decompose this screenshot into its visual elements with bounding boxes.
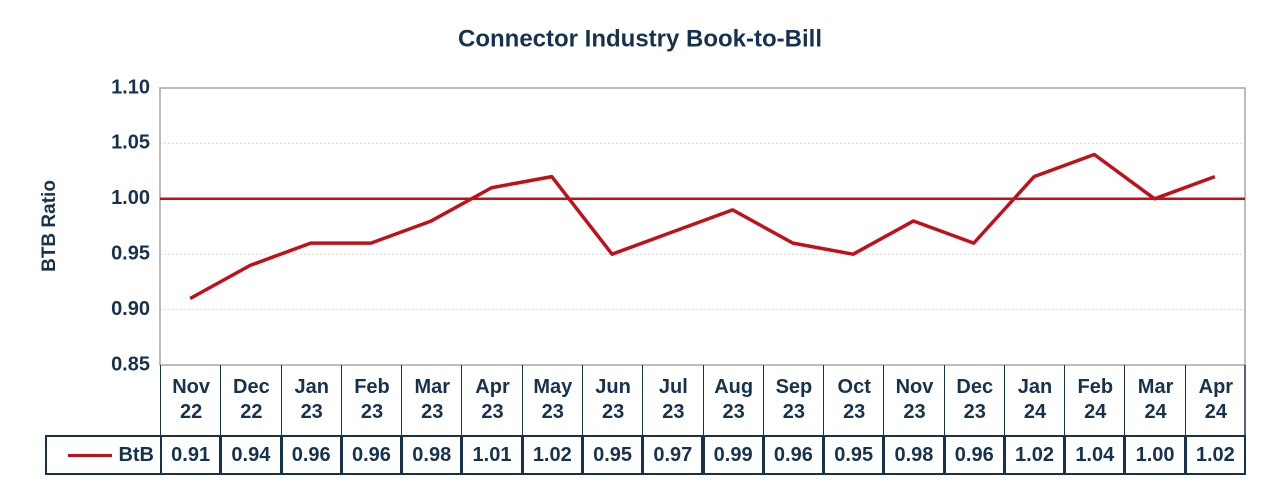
data-table-value: 1.04 <box>1064 435 1126 475</box>
data-table-value: 0.95 <box>823 435 885 475</box>
data-table-value: 0.96 <box>340 435 403 475</box>
data-line <box>189 152 1216 301</box>
data-table-value: 1.02 <box>1003 435 1066 475</box>
x-tick-label: Mar 23 <box>401 365 462 435</box>
x-tick-label: Oct 23 <box>823 365 884 435</box>
y-tick-label: 0.95 <box>111 242 150 264</box>
data-table-value: 1.01 <box>461 435 523 475</box>
legend-entry: BtB <box>45 435 160 475</box>
y-tick-label: 1.05 <box>111 132 150 154</box>
y-tick-label: 1.00 <box>111 187 150 209</box>
data-table-value: 0.96 <box>943 435 1005 475</box>
data-table-value: 0.98 <box>883 435 945 475</box>
data-table-value: 0.94 <box>220 435 282 475</box>
data-table-value: 0.96 <box>280 435 342 475</box>
data-table-value: 0.98 <box>401 435 463 475</box>
y-tick-label: 0.85 <box>111 353 150 375</box>
data-table-value: 1.02 <box>1184 435 1246 475</box>
x-tick-label: Apr 23 <box>461 365 522 435</box>
x-tick-label: Feb 23 <box>340 365 402 435</box>
x-tick-label: Jul 23 <box>642 365 703 435</box>
x-tick-label: Dec 23 <box>943 365 1005 435</box>
legend-label: BtB <box>118 443 154 466</box>
data-table-value: 0.96 <box>762 435 825 475</box>
data-table-value: 1.00 <box>1124 435 1186 475</box>
data-table-value: 0.97 <box>642 435 704 475</box>
x-tick-label: Mar 24 <box>1124 365 1185 435</box>
x-tick-label: Jan 23 <box>280 365 342 435</box>
x-tick-label: Nov 23 <box>883 365 944 435</box>
y-axis-label: BTB Ratio <box>39 180 60 272</box>
x-tick-label: Dec 22 <box>220 365 281 435</box>
x-tick-label: Jan 24 <box>1003 365 1065 435</box>
x-tick-label: May 23 <box>521 365 583 435</box>
x-tick-label: Nov 22 <box>160 365 221 435</box>
chart-title: Connector Industry Book-to-Bill <box>458 25 822 52</box>
x-tick-label: Apr 24 <box>1184 365 1246 435</box>
data-table-value: 0.95 <box>581 435 644 475</box>
legend-swatch <box>68 453 113 457</box>
data-table-value: 1.02 <box>521 435 583 475</box>
x-tick-label: Feb 24 <box>1064 365 1125 435</box>
x-tick-label: Jun 23 <box>581 365 643 435</box>
x-tick-label: Aug 23 <box>702 365 764 435</box>
plot-border <box>159 87 1246 366</box>
x-tick-label: Sep 23 <box>762 365 824 435</box>
data-table-value: 0.91 <box>160 435 222 475</box>
y-tick-label: 0.90 <box>111 298 150 320</box>
y-tick-label: 1.10 <box>111 76 150 98</box>
data-table-value: 0.99 <box>702 435 764 475</box>
